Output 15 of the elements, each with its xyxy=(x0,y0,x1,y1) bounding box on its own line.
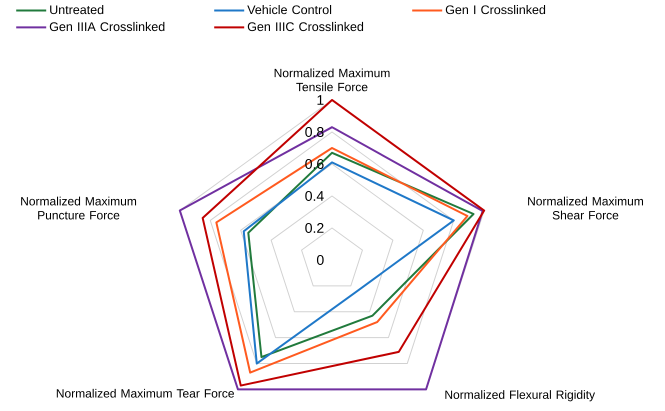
legend-label: Untreated xyxy=(50,4,104,14)
y-tick-label: 0.2 xyxy=(305,223,324,233)
spoke-label: Normalized Maximum Tensile Force xyxy=(274,68,390,92)
spoke-label: Normalized Maximum Shear Force xyxy=(528,196,644,220)
y-tick-label: 1 xyxy=(317,95,324,105)
y-tick-label: 0 xyxy=(316,255,324,265)
y-tick-label: 0.8 xyxy=(305,127,324,137)
y-tick-label: 0.4 xyxy=(305,191,324,201)
spoke-label: Normalized Maximum Puncture Force xyxy=(21,196,136,220)
legend-label: Gen IIIC Crosslinked xyxy=(248,22,364,32)
legend-label: Vehicle Control xyxy=(247,4,332,14)
spoke-label: Normalized Flexural Rigidity xyxy=(445,390,596,402)
legend-label: Gen I Crosslinked xyxy=(446,4,546,14)
legend-label: Gen IIIA Crosslinked xyxy=(50,22,164,32)
spoke-label: Normalized Maximum Tear Force xyxy=(56,388,234,398)
